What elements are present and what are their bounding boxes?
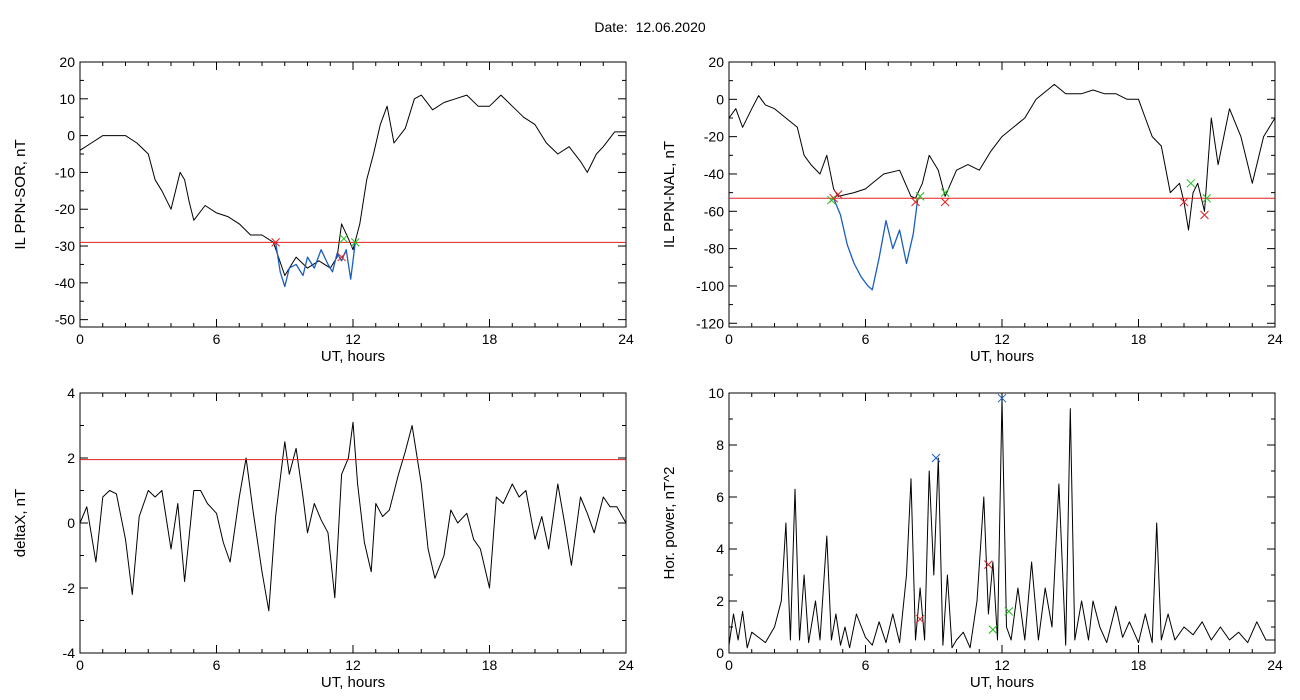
event-marker	[915, 192, 925, 201]
x-axis-label: UT, hours	[970, 674, 1034, 691]
event-marker	[931, 453, 941, 463]
data-series-line	[728, 83, 1276, 231]
y-tick-label: 0	[716, 91, 724, 107]
y-tick-label: 4	[67, 385, 75, 401]
x-axis-label: UT, hours	[321, 674, 385, 691]
event-marker	[339, 234, 349, 244]
event-marker	[1200, 210, 1209, 220]
x-tick-label: 24	[1267, 331, 1283, 347]
y-tick-label: 2	[67, 450, 75, 466]
x-axis-label: UT, hours	[970, 348, 1034, 365]
date-title: Date: 12.06.2020	[594, 19, 706, 35]
event-marker	[940, 188, 950, 197]
y-tick-label: 0	[67, 515, 75, 531]
y-axis-label: IL PPN-NAL, nT	[661, 141, 678, 248]
event-marker	[337, 252, 346, 262]
x-tick-label: 0	[725, 331, 733, 347]
y-tick-label: -100	[696, 278, 724, 294]
y-tick-label: -4	[63, 645, 76, 661]
x-tick-label: 18	[482, 657, 498, 673]
event-marker	[827, 195, 836, 205]
x-axis-label: UT, hours	[321, 348, 385, 365]
x-tick-label: 24	[1267, 657, 1283, 673]
event-marker	[1179, 197, 1189, 207]
x-tick-label: 12	[345, 331, 361, 347]
data-series-line	[79, 421, 627, 612]
y-tick-label: 0	[67, 128, 75, 144]
y-tick-label: -50	[55, 312, 75, 328]
x-tick-label: 6	[862, 331, 870, 347]
x-tick-label: 24	[618, 657, 634, 673]
y-tick-label: -80	[704, 241, 724, 257]
y-tick-label: 10	[708, 385, 724, 401]
x-tick-label: 0	[725, 657, 733, 673]
y-tick-label: -60	[704, 203, 724, 219]
event-marker	[997, 393, 1007, 403]
x-tick-label: 0	[76, 331, 84, 347]
y-tick-label: -20	[55, 201, 75, 217]
x-tick-label: 12	[345, 657, 361, 673]
x-tick-label: 12	[994, 657, 1010, 673]
x-tick-label: 6	[213, 331, 221, 347]
event-marker	[1186, 178, 1196, 188]
x-tick-label: 6	[862, 657, 870, 673]
event-marker	[911, 197, 920, 207]
y-tick-label: 6	[716, 489, 724, 505]
data-series-line	[728, 397, 1275, 649]
y-tick-label: 4	[716, 541, 724, 557]
event-marker	[983, 560, 993, 569]
event-marker	[988, 625, 998, 634]
y-tick-label: 10	[59, 91, 75, 107]
event-marker	[833, 190, 843, 199]
y-tick-label: -40	[704, 166, 724, 182]
y-tick-label: 0	[716, 645, 724, 661]
y-tick-label: 20	[708, 54, 724, 70]
event-marker	[271, 237, 281, 247]
chart-panel-1: 0 6 12 18 24 -50 -40 -30 -20 -10 0 10 20 UT, hours IL …	[12, 54, 634, 365]
y-tick-label: -120	[696, 315, 724, 331]
x-tick-label: 18	[1131, 331, 1147, 347]
y-tick-label: -30	[55, 238, 75, 254]
event-marker	[1202, 193, 1212, 203]
data-series-line	[79, 94, 626, 276]
y-axis-label: IL PPN-SOR, nT	[12, 139, 29, 249]
x-tick-label: 18	[482, 331, 498, 347]
x-tick-label: 24	[618, 331, 634, 347]
y-axis-label: Hor. power, nT^2	[661, 467, 678, 580]
y-tick-label: 8	[716, 437, 724, 453]
y-tick-label: -2	[63, 580, 76, 596]
y-axis-label: deltaX, nT	[12, 489, 29, 557]
event-marker	[1004, 607, 1014, 616]
chart-panel-2: 0 6 12 18 24 -120 -100 -80 -60 -40 -20 0 20 UT, hours…	[661, 54, 1283, 365]
plot-frame	[79, 61, 627, 328]
y-tick-label: -40	[55, 275, 75, 291]
highlighted-series-line	[274, 242, 356, 288]
y-tick-label: -10	[55, 164, 75, 180]
highlighted-series-line	[832, 197, 919, 291]
y-tick-label: -20	[704, 129, 724, 145]
x-tick-label: 18	[1131, 657, 1147, 673]
plot-frame	[79, 392, 627, 654]
event-marker	[940, 197, 950, 207]
event-marker	[350, 237, 360, 247]
x-tick-label: 0	[76, 657, 84, 673]
y-tick-label: 20	[59, 54, 75, 70]
x-tick-label: 12	[994, 331, 1010, 347]
plot-frame	[728, 392, 1276, 654]
event-marker	[915, 614, 925, 624]
x-tick-label: 6	[213, 657, 221, 673]
y-tick-label: 2	[716, 593, 724, 609]
